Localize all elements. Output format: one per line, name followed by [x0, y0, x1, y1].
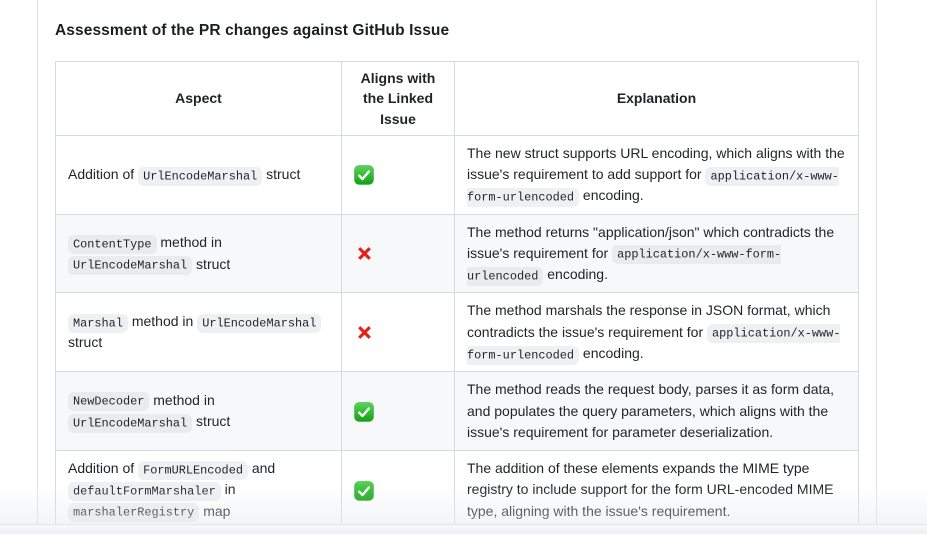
inline-code: marshalerRegistry [68, 503, 200, 523]
table-row: Addition of UrlEncodeMarshal struct The n… [55, 134, 859, 215]
aspect-cell: Marshal method in UrlEncodeMarshal struc… [55, 292, 342, 373]
inline-code: UrlEncodeMarshal [138, 166, 263, 186]
assessment-table: Aspect Aligns with the Linked Issue Expl… [55, 61, 859, 530]
inline-code: Marshal [68, 313, 128, 333]
inline-code: application/x-www-form-urlencoded [467, 245, 782, 286]
page-title: Assessment of the PR changes against Git… [55, 22, 450, 39]
check-mark-button-icon [354, 480, 374, 501]
explanation-cell: The method reads the request body, parse… [454, 371, 859, 452]
cross-mark-icon [354, 322, 375, 343]
inline-code: UrlEncodeMarshal [68, 256, 193, 276]
check-mark-button-icon [354, 165, 374, 186]
pane-left-border [37, 0, 38, 534]
explanation-cell: The method returns "application/json" wh… [454, 213, 859, 294]
table-row: ContentType method in UrlEncodeMarshal s… [55, 213, 859, 294]
aspect-cell: ContentType method in UrlEncodeMarshal s… [55, 213, 342, 294]
aligns-cell [341, 213, 455, 294]
markdown-content-pane: Assessment of the PR changes against Git… [38, 0, 876, 530]
table-row: Marshal method in UrlEncodeMarshal struc… [55, 292, 859, 373]
inline-code: UrlEncodeMarshal [68, 413, 193, 433]
aspect-cell: Addition of FormURLEncoded and defaultFo… [55, 450, 342, 530]
aspect-cell: Addition of UrlEncodeMarshal struct [55, 134, 342, 215]
inline-code: defaultFormMarshaler [68, 481, 221, 501]
inline-code: application/x-www-form-urlencoded [467, 324, 841, 365]
table-header-row: Aspect Aligns with the Linked Issue Expl… [55, 61, 859, 136]
column-header-explanation: Explanation [454, 61, 859, 136]
column-header-aspect: Aspect [55, 61, 342, 136]
inline-code: NewDecoder [68, 392, 150, 412]
table-row: NewDecoder method in UrlEncodeMarshal st… [55, 371, 859, 452]
aligns-cell [341, 292, 455, 373]
aligns-cell [341, 450, 455, 530]
inline-code: UrlEncodeMarshal [197, 313, 322, 333]
table-row: Addition of FormURLEncoded and defaultFo… [55, 450, 859, 530]
explanation-cell: The addition of these elements expands t… [454, 450, 859, 530]
check-mark-button-icon [354, 401, 374, 422]
aspect-cell: NewDecoder method in UrlEncodeMarshal st… [55, 371, 342, 452]
inline-code: FormURLEncoded [138, 460, 248, 480]
aligns-cell [341, 134, 455, 215]
cross-mark-icon [354, 243, 375, 264]
inline-code: application/x-www-form-urlencoded [467, 166, 839, 207]
bottom-divider [0, 524, 927, 525]
aligns-cell [341, 371, 455, 452]
bottom-strip [0, 525, 927, 534]
inline-code: ContentType [68, 234, 157, 254]
pane-right-border [876, 0, 877, 534]
explanation-cell: The method marshals the response in JSON… [454, 292, 859, 373]
explanation-cell: The new struct supports URL encoding, wh… [454, 134, 859, 215]
column-header-aligns: Aligns with the Linked Issue [341, 61, 455, 136]
